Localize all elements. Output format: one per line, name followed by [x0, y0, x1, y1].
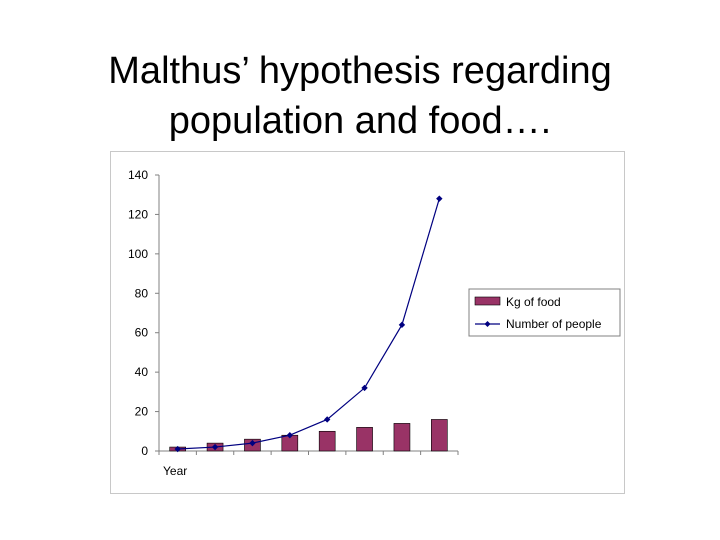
people-marker: [249, 439, 256, 447]
chart-legend: Kg of food Number of people: [468, 288, 621, 337]
y-tick-label: 100: [128, 247, 148, 261]
people-line: [177, 198, 440, 450]
y-tick-label: 120: [128, 207, 148, 221]
chart-frame: 0 20 40 60 80 100 120 140 Year Kg of food Number …: [110, 151, 625, 494]
slide-title-line-1: Malthus’ hypothesis regarding: [108, 50, 612, 92]
food-bar: [393, 423, 411, 452]
legend-label-people: Number of people: [506, 317, 602, 331]
chart-svg: 0 20 40 60 80 100 120 140 Year Kg of food Number …: [128, 168, 621, 478]
people-marker: [286, 432, 294, 439]
legend-swatch-people-marker: [484, 321, 491, 327]
people-marker: [361, 384, 368, 392]
x-axis-label: Year: [163, 464, 187, 478]
food-bar: [431, 419, 448, 452]
people-marker: [436, 195, 443, 202]
y-tick-label: 60: [135, 326, 149, 340]
bar-series: [169, 419, 448, 452]
y-tick-label: 80: [135, 286, 149, 300]
chart-axes: 0 20 40 60 80 100 120 140 Year: [128, 168, 459, 478]
slide-title-line-2: population and food….: [168, 100, 552, 142]
food-bar: [356, 427, 373, 452]
y-tick-label: 140: [128, 168, 148, 182]
slide-title: Malthus’ hypothesis regarding population…: [0, 46, 720, 146]
legend-swatch-food: [474, 296, 501, 306]
y-tick-label: 20: [135, 405, 149, 419]
people-marker: [323, 416, 331, 423]
people-marker: [398, 321, 406, 329]
legend-label-food: Kg of food: [506, 295, 561, 309]
line-series: [174, 195, 443, 453]
food-bar: [318, 430, 336, 452]
y-tick-label: 0: [141, 444, 148, 458]
y-tick-label: 40: [135, 365, 149, 379]
